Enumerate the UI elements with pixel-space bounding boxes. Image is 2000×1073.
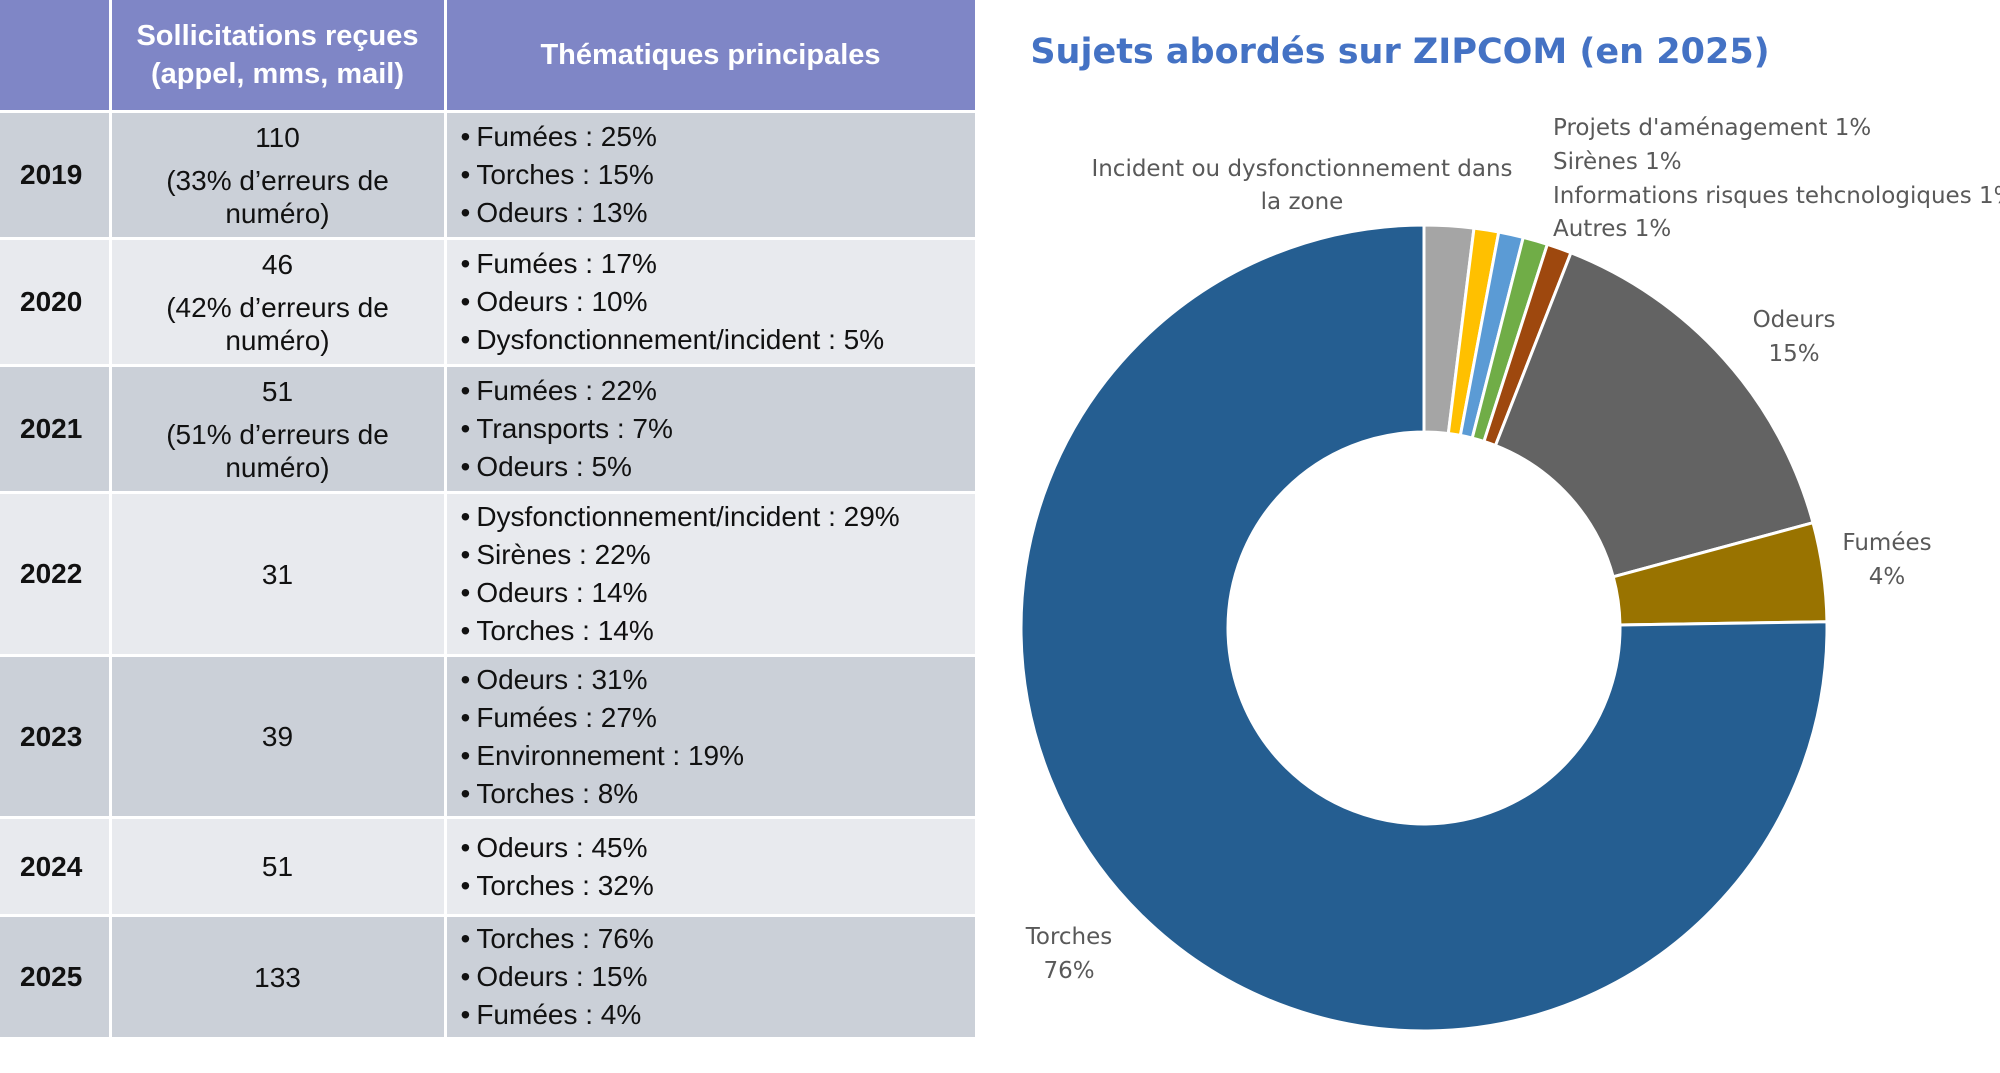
theme-item: Transports : 7% [461, 410, 975, 448]
theme-item: Odeurs : 10% [461, 283, 975, 321]
theme-item: Dysfonctionnement/incident : 5% [461, 321, 975, 359]
theme-item: Fumées : 4% [461, 996, 975, 1034]
label-torches: Torches [1025, 924, 1113, 950]
themes-cell: Fumées : 17%Odeurs : 10%Dysfonctionnemen… [445, 238, 978, 367]
theme-item: Fumées : 25% [461, 118, 975, 156]
slice-labels: Incident ou dysfonctionnement dans la zon… [1025, 115, 2000, 984]
header-sollicitations-text: Sollicitations reçues (appel, mms, mail) [136, 20, 419, 90]
label-projets: Projets d'aménagement 1% [1553, 115, 1871, 141]
count-value: 133 [254, 961, 301, 993]
count-value: 51 [261, 375, 294, 407]
year-cell: 2019 [0, 111, 112, 240]
label-odeurs: Odeurs [1753, 307, 1836, 333]
theme-item: Fumées : 22% [461, 372, 975, 410]
count-value: 31 [261, 558, 294, 590]
themes-cell: Fumées : 22%Transports : 7%Odeurs : 5% [445, 365, 978, 494]
count-value: 110 [255, 121, 300, 153]
count-cell: 39 [110, 655, 447, 819]
count-cell: 110 (33% d’erreurs de numéro) [110, 111, 447, 240]
year-cell: 2022 [0, 492, 112, 657]
theme-item: Torches : 8% [461, 775, 975, 813]
table-header-row: Sollicitations reçues (appel, mms, mail) … [0, 0, 978, 113]
table-row: 2021 51 (51% d’erreurs de numéro) Fumées : … [0, 365, 978, 494]
label-fumees: Fumées [1842, 530, 1931, 556]
label-incident: Incident ou dysfonctionnement dans [1091, 156, 1512, 182]
label-autres: Autres 1% [1553, 216, 1671, 242]
year-cell: 2025 [0, 915, 112, 1040]
themes-cell: Odeurs : 45%Torches : 32% [445, 817, 978, 917]
themes-cell: Odeurs : 31%Fumées : 27%Environnement : … [445, 655, 978, 819]
theme-item: Torches : 32% [461, 867, 975, 905]
label-sirenes: Sirènes 1% [1553, 149, 1682, 175]
donut-slice [1019, 223, 1829, 1033]
year-cell: 2021 [0, 365, 112, 494]
header-sollicitations: Sollicitations reçues (appel, mms, mail) [110, 0, 447, 113]
count-value: 51 [261, 851, 294, 882]
count-cell: 133 [110, 915, 447, 1040]
theme-item: Dysfonctionnement/incident : 29% [461, 498, 975, 536]
theme-item: Torches : 76% [461, 920, 975, 958]
count-cell: 31 [110, 492, 447, 657]
count-cell: 46 (42% d’erreurs de numéro) [110, 238, 447, 367]
donut-slice [1493, 250, 1815, 579]
themes-table: Sollicitations reçues (appel, mms, mail) … [0, 0, 978, 1040]
theme-item: Torches : 14% [461, 612, 975, 650]
year-cell: 2020 [0, 238, 112, 367]
table-row: 2019 110 (33% d’erreurs de numéro) Fumées :… [0, 111, 978, 240]
theme-item: Sirènes : 22% [461, 536, 975, 574]
theme-item: Fumées : 27% [461, 699, 975, 737]
theme-item: Odeurs : 14% [461, 574, 975, 612]
table-row: 2024 51 Odeurs : 45%Torches : 32% [0, 817, 978, 917]
count-value: 46 [261, 248, 294, 280]
header-themes: Thématiques principales [445, 0, 978, 113]
theme-item: Odeurs : 45% [461, 829, 975, 867]
count-value: 39 [261, 721, 294, 752]
header-year [0, 0, 112, 113]
table-row: 2025 133 Torches : 76%Odeurs : 15%Fumées :… [0, 915, 978, 1040]
donut-slices [1019, 223, 1829, 1033]
chart-title: Sujets abordés sur ZIPCOM (en 2025) [1030, 32, 1769, 72]
count-note: (51% d’erreurs de numéro) [166, 418, 389, 483]
theme-item: Odeurs : 13% [461, 194, 975, 232]
count-cell: 51 (51% d’erreurs de numéro) [110, 365, 447, 494]
table-row: 2023 39 Odeurs : 31%Fumées : 27%Environnem… [0, 655, 978, 819]
label-incident: la zone [1261, 189, 1344, 215]
label-infos: Informations risques tehcnologiques 1% [1553, 183, 2000, 209]
year-cell: 2023 [0, 655, 112, 819]
theme-item: Fumées : 17% [461, 245, 975, 283]
count-note: (42% d’erreurs de numéro) [166, 291, 389, 356]
theme-item: Torches : 15% [461, 156, 975, 194]
theme-item: Environnement : 19% [461, 737, 975, 775]
label-odeurs: 15% [1768, 341, 1819, 367]
table-row: 2022 31 Dysfonctionnement/incident : 29%Si… [0, 492, 978, 657]
count-cell: 51 [110, 817, 447, 917]
themes-cell: Fumées : 25%Torches : 15%Odeurs : 13% [445, 111, 978, 240]
count-note: (33% d’erreurs de numéro) [166, 164, 389, 229]
themes-cell: Dysfonctionnement/incident : 29%Sirènes … [445, 492, 978, 657]
table-row: 2020 46 (42% d’erreurs de numéro) Fumées : … [0, 238, 978, 367]
label-torches: 76% [1043, 958, 1094, 984]
theme-item: Odeurs : 5% [461, 448, 975, 486]
label-fumees: 4% [1869, 564, 1906, 590]
theme-item: Odeurs : 15% [461, 958, 975, 996]
theme-item: Odeurs : 31% [461, 661, 975, 699]
themes-cell: Torches : 76%Odeurs : 15%Fumées : 4% [445, 915, 978, 1040]
year-cell: 2024 [0, 817, 112, 917]
